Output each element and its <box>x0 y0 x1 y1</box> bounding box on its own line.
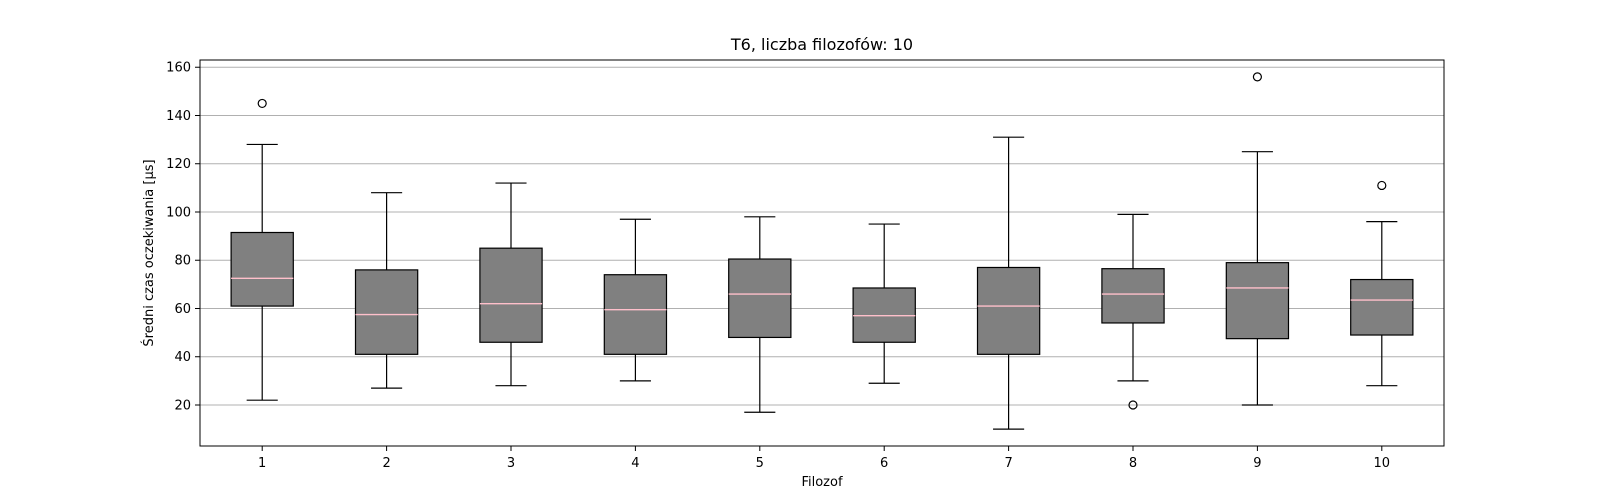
box-4 <box>603 218 668 382</box>
outlier-point <box>1377 180 1387 191</box>
plot-frame <box>199 59 1445 447</box>
x-tick-label: 2 <box>382 456 390 471</box>
x-tick-label: 8 <box>1129 456 1137 471</box>
y-axis-label: Średni czas oczekiwania [µs] <box>141 159 157 346</box>
plot-area <box>230 72 1414 430</box>
x-tick-label: 6 <box>880 456 888 471</box>
y-axis-ticks: 20 40 60 80 100 120 140 160 <box>166 61 200 413</box>
x-axis-ticks: 1 2 3 4 5 6 7 8 9 10 <box>258 446 1390 471</box>
x-tick-label: 4 <box>631 456 639 471</box>
box-8 <box>1101 213 1165 410</box>
chart-title: T6, liczba filozofów: 10 <box>730 35 913 54</box>
x-axis-label: Filozof <box>801 475 842 490</box>
x-tick-label: 7 <box>1004 456 1012 471</box>
iqr-box <box>728 258 792 339</box>
iqr-box <box>354 269 419 355</box>
box-6 <box>852 223 916 384</box>
y-tick-label: 80 <box>174 254 191 269</box>
x-tick-label: 5 <box>756 456 764 471</box>
y-tick-label: 160 <box>166 61 191 76</box>
iqr-box <box>230 231 294 307</box>
x-tick-label: 1 <box>258 456 266 471</box>
y-tick-label: 20 <box>174 398 191 413</box>
box-5 <box>728 216 792 413</box>
x-tick-label: 3 <box>507 456 515 471</box>
box-1 <box>230 98 294 401</box>
box-10 <box>1350 180 1414 387</box>
iqr-box <box>1101 268 1165 324</box>
x-tick-label: 9 <box>1253 456 1261 471</box>
iqr-box <box>1350 278 1414 336</box>
box-7 <box>976 136 1041 430</box>
box-9 <box>1225 72 1290 406</box>
outlier-point <box>1128 400 1138 410</box>
box-3 <box>479 182 543 387</box>
iqr-box <box>1225 262 1290 340</box>
y-tick-label: 120 <box>166 157 191 172</box>
outlier-point <box>1252 72 1263 82</box>
outlier-point <box>257 98 267 109</box>
iqr-box <box>603 274 668 355</box>
x-tick-label: 10 <box>1374 456 1391 471</box>
box-2 <box>354 192 419 389</box>
iqr-box <box>976 266 1041 355</box>
iqr-box <box>479 247 543 343</box>
y-tick-label: 60 <box>174 302 191 317</box>
y-tick-label: 40 <box>174 350 191 365</box>
y-tick-label: 100 <box>166 205 191 220</box>
y-tick-label: 140 <box>166 109 191 124</box>
